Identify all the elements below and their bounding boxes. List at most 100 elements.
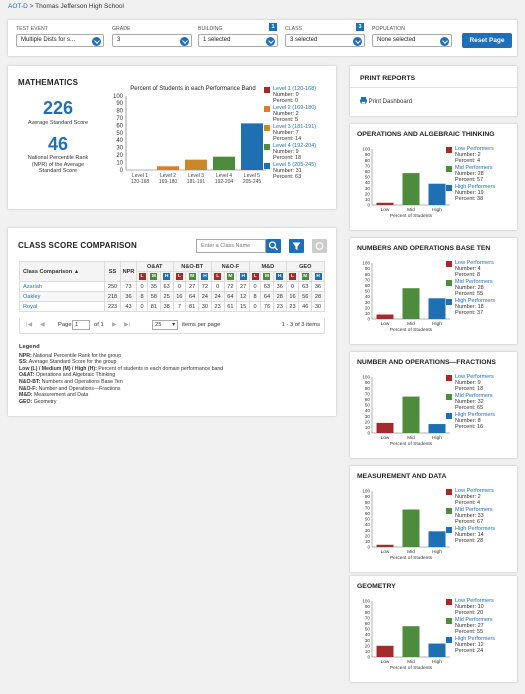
performers-number: Number: 28 <box>455 171 484 178</box>
class-name-column-header[interactable]: Class Comparison ▲ <box>19 261 105 282</box>
y-tick-label: 40 <box>365 522 371 527</box>
npr-column-header[interactable]: NPR <box>120 261 137 282</box>
last-page-icon[interactable]: ▶| <box>124 322 130 328</box>
band-badge: L <box>214 273 222 280</box>
class-name-link[interactable]: Royal <box>23 303 38 310</box>
performers-link[interactable]: High Performers <box>455 636 496 642</box>
population-select[interactable]: None selected <box>372 34 452 47</box>
low-performers-legend: Low Performers Number: 9 Percent: 18 <box>455 374 494 393</box>
band-column-header[interactable]: H <box>272 271 287 282</box>
filter-button[interactable] <box>289 239 304 253</box>
high-performers-swatch <box>446 637 452 643</box>
table-cell: 250 <box>104 281 121 292</box>
filter-icon <box>292 242 301 250</box>
refresh-icon <box>315 242 324 250</box>
level-2-swatch <box>264 106 270 112</box>
grade-value: 3 <box>117 37 121 43</box>
performers-number: Number: 18 <box>455 304 484 311</box>
y-tick-label: 80 <box>365 272 371 277</box>
level-name[interactable]: Level 1 (120-168) <box>273 86 317 92</box>
performers-link[interactable]: Mid Performers <box>455 617 493 623</box>
reset-page-button[interactable]: Reset Page <box>462 33 512 48</box>
previous-page-icon[interactable]: ◀ <box>40 322 45 328</box>
y-tick-label: 80 <box>365 386 371 391</box>
band-column-header[interactable]: L <box>172 271 187 282</box>
performers-link[interactable]: Low Performers <box>455 598 494 604</box>
performers-link[interactable]: Mid Performers <box>455 507 493 513</box>
ss-column-header[interactable]: SS <box>104 261 121 282</box>
level-number: Number: 7 <box>273 130 299 137</box>
performers-link[interactable]: Low Performers <box>455 374 494 380</box>
y-tick-label: 80 <box>116 109 123 115</box>
class-name-link[interactable]: Oakley <box>23 293 41 300</box>
legend-item: GEO: Geometry <box>19 398 57 405</box>
class-search-input[interactable] <box>196 239 266 253</box>
test-event-select[interactable]: Multiple Dists for s... <box>16 34 104 47</box>
search-button[interactable] <box>266 239 281 253</box>
level-name[interactable]: Level 2 (169-180) <box>273 105 317 111</box>
geo-group-header: GEO <box>285 261 326 272</box>
band-column-header[interactable]: L <box>249 271 262 282</box>
page-number-input[interactable]: 1 <box>72 320 90 330</box>
band-column-header[interactable]: H <box>311 271 325 282</box>
performers-link[interactable]: Mid Performers <box>455 393 493 399</box>
y-tick-label: 60 <box>365 511 371 516</box>
band-badge: H <box>314 273 322 280</box>
performers-link[interactable]: Low Performers <box>455 260 494 266</box>
band-column-header[interactable]: H <box>159 271 174 282</box>
performers-number: Number: 19 <box>455 190 484 197</box>
level-name[interactable]: Level 5 (205-245) <box>273 162 317 168</box>
legend-item: SS: Average Standard Score for the group <box>19 359 117 366</box>
refresh-button[interactable] <box>312 239 327 253</box>
x-axis-label: Percent of Students <box>390 327 433 333</box>
table-cell: 43 <box>120 301 137 312</box>
performers-number: Number: 4 <box>455 266 481 273</box>
band-column-header[interactable]: L <box>135 271 149 282</box>
level-name[interactable]: Level 4 (192-204) <box>273 143 317 149</box>
next-page-icon[interactable]: ▶ <box>112 322 117 328</box>
band-column-header[interactable]: M <box>260 271 274 282</box>
print-dashboard-link[interactable]: Print Dashboard <box>360 97 412 105</box>
y-tick-label: 10 <box>365 197 371 202</box>
legend: Legend NPR: National Percentile Rank for… <box>19 344 325 405</box>
breadcrumb-link[interactable]: AOT-D <box>8 3 28 10</box>
performers-link[interactable]: High Performers <box>455 184 496 190</box>
performers-number: Number: 12 <box>455 642 484 649</box>
y-tick-label: 40 <box>365 180 371 185</box>
performers-link[interactable]: Low Performers <box>455 488 494 494</box>
table-cell: 63 <box>298 281 313 292</box>
performers-link[interactable]: High Performers <box>455 412 496 418</box>
y-tick-label: 30 <box>365 300 371 305</box>
performers-link[interactable]: High Performers <box>455 526 496 532</box>
band-column-header[interactable]: L <box>285 271 300 282</box>
y-tick-label: 0 <box>367 431 370 436</box>
performers-percent: Percent: 37 <box>455 310 484 317</box>
pager: |◀ ◀ Page 1 of 1 ▶ ▶| 25 ▾ items per page… <box>19 318 325 334</box>
class-name-link[interactable]: Azariah <box>23 283 42 290</box>
domain-card: OPERATIONS AND ALGEBRAIC THINKING 100 90 80… <box>350 124 517 230</box>
grade-select[interactable]: 3 <box>112 34 192 47</box>
x-tick-sublabel: 181-191 <box>187 179 206 185</box>
building-select[interactable]: 1 selected <box>198 34 278 47</box>
performers-link[interactable]: High Performers <box>455 298 496 304</box>
y-tick-label: 100 <box>362 489 370 494</box>
performers-percent: Percent: 65 <box>455 405 484 412</box>
band-column-header[interactable]: M <box>147 271 161 282</box>
domain-card: NUMBER AND OPERATIONS—FRACTIONS 100 90 80 70… <box>350 352 517 458</box>
band-column-header[interactable]: H <box>236 271 251 282</box>
items-per-page-select[interactable]: 25 ▾ <box>152 320 178 330</box>
band-column-header[interactable]: L <box>210 271 225 282</box>
band-column-header[interactable]: M <box>223 271 238 282</box>
performers-link[interactable]: Mid Performers <box>455 165 493 171</box>
performers-link[interactable]: Mid Performers <box>455 279 493 285</box>
first-page-icon[interactable]: |◀ <box>26 322 32 328</box>
high-performers-swatch <box>446 527 452 533</box>
level-name[interactable]: Level 3 (181-191) <box>273 124 317 130</box>
band-column-header[interactable]: M <box>185 271 200 282</box>
y-tick-label: 0 <box>367 203 370 208</box>
class-select[interactable]: 3 selected <box>285 34 365 47</box>
band-column-header[interactable]: H <box>198 271 212 282</box>
band-column-header[interactable]: M <box>298 271 313 282</box>
performers-link[interactable]: Low Performers <box>455 146 494 152</box>
mid-performers-swatch <box>446 394 452 400</box>
